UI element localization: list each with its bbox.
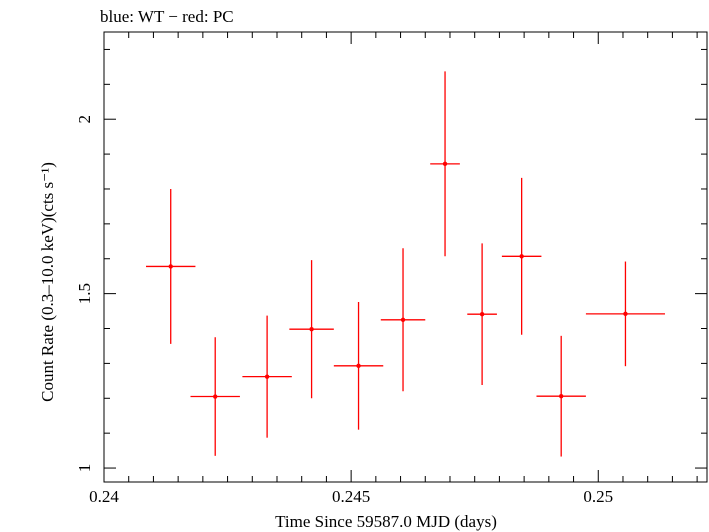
data-point xyxy=(289,260,334,399)
data-marker xyxy=(309,327,314,332)
x-tick-label: 0.25 xyxy=(583,487,613,506)
x-axis: 0.24 0.245 0.25 xyxy=(89,32,698,506)
data-point xyxy=(146,188,196,344)
chart-title: blue: WT − red: PC xyxy=(100,7,234,26)
y-axis-label: Count Rate (0.3–10.0 keV)(cts s⁻¹) xyxy=(38,162,57,402)
x-tick-label: 0.24 xyxy=(89,487,119,506)
data-marker xyxy=(400,317,406,322)
data-point xyxy=(380,248,426,392)
data-marker xyxy=(479,312,485,317)
plot-frame xyxy=(103,31,708,483)
data-point xyxy=(333,302,384,430)
y-tick-label: 1.5 xyxy=(75,283,94,304)
data-point xyxy=(430,71,460,257)
data-point xyxy=(501,177,542,335)
data-point xyxy=(467,243,497,386)
data-point xyxy=(585,261,665,367)
data-marker xyxy=(213,394,218,399)
data-marker xyxy=(442,161,448,167)
data-marker xyxy=(356,363,361,369)
x-tick-label: 0.245 xyxy=(332,487,370,506)
data-point xyxy=(190,337,240,456)
data-marker xyxy=(558,393,564,399)
y-axis: 11.52 xyxy=(75,48,707,473)
data-marker xyxy=(168,264,173,269)
data-marker xyxy=(264,374,270,379)
x-axis-label: Time Since 59587.0 MJD (days) xyxy=(275,512,497,531)
y-tick-label: 1 xyxy=(75,464,94,473)
data-marker xyxy=(519,254,524,259)
data-series-pc xyxy=(146,71,665,457)
data-point xyxy=(242,315,292,438)
data-marker xyxy=(623,311,628,317)
y-tick-label: 2 xyxy=(75,115,94,124)
data-point xyxy=(536,335,586,457)
